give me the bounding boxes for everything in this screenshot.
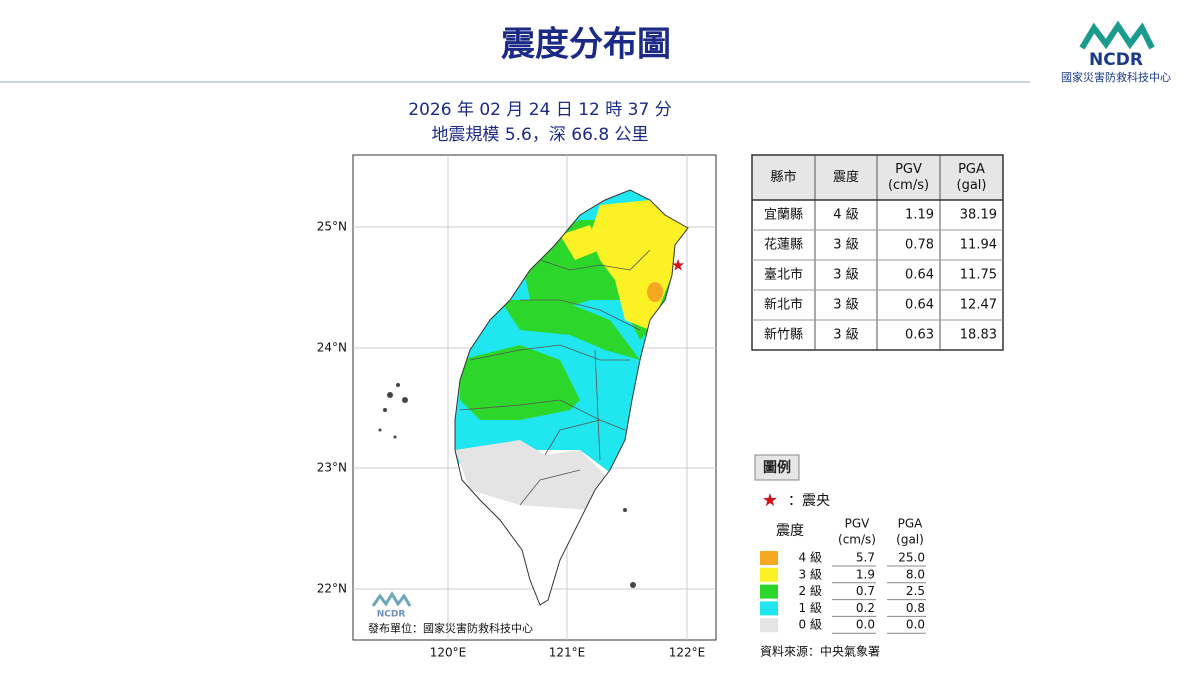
table-cell: 12.47 xyxy=(960,298,997,313)
table-header: (cm/s) xyxy=(888,178,929,193)
legend-header: (gal) xyxy=(896,533,924,547)
logo: NCDR 國家災害防救科技中心 xyxy=(1061,20,1171,84)
table-cell: 宜蘭縣 xyxy=(764,207,803,223)
organization: 國家災害防救科技中心 xyxy=(1061,70,1171,84)
table-header: (gal) xyxy=(957,178,987,193)
lat-label: 24°N xyxy=(317,341,347,355)
table-cell: 0.78 xyxy=(905,238,934,253)
legend-title: 圖例 xyxy=(763,459,791,476)
legend-pga: 8.0 xyxy=(906,567,925,581)
table-cell: 0.64 xyxy=(905,298,934,313)
lon-label: 122°E xyxy=(669,646,706,660)
table-cell: 3 級 xyxy=(833,268,858,283)
legend-epicenter: ：震央 xyxy=(788,493,830,509)
legend-swatch xyxy=(760,584,778,599)
lon-label: 121°E xyxy=(549,646,586,660)
table-cell: 3 級 xyxy=(833,298,858,313)
legend-level: 1 級 xyxy=(799,601,822,615)
table-cell: 0.63 xyxy=(905,328,934,343)
table-cell: 花蓮縣 xyxy=(764,237,803,253)
legend-pgv: 0.7 xyxy=(856,584,875,598)
table-cell: 1.19 xyxy=(905,208,934,223)
table-cell: 11.75 xyxy=(960,268,997,283)
map: ★ 25°N 24°N 23°N 22°N 120°E 121°E 122°E … xyxy=(317,154,717,660)
table-cell: 0.64 xyxy=(905,268,934,283)
islands xyxy=(378,383,636,588)
publisher: 發布單位：國家災害防救科技中心 xyxy=(368,621,533,635)
table-header: PGA xyxy=(958,162,985,177)
table-header: 震度 xyxy=(833,169,859,185)
legend-pga: 2.5 xyxy=(906,584,925,598)
table-cell: 4 級 xyxy=(833,208,858,223)
table-header: 縣市 xyxy=(770,169,796,185)
epicenter-star: ★ xyxy=(671,256,685,275)
table-header: PGV xyxy=(895,162,922,177)
subtitle: 地震規模 5.6，深 66.8 公里 xyxy=(431,125,648,145)
legend-pgv: 0.2 xyxy=(856,601,875,615)
legend-level: 0 級 xyxy=(799,618,822,632)
lat-label: 22°N xyxy=(317,582,347,596)
legend-title-box xyxy=(754,454,800,481)
table-cell: 臺北市 xyxy=(764,267,803,283)
legend-header: PGA xyxy=(898,517,924,531)
table-cell: 38.19 xyxy=(960,208,997,223)
county-borders xyxy=(459,249,651,506)
legend-swatch xyxy=(760,567,778,582)
table-cell: 新竹縣 xyxy=(764,327,803,343)
map-logo-mark xyxy=(371,591,412,607)
table-cell: 3 級 xyxy=(833,328,858,343)
legend-level: 3 級 xyxy=(799,567,822,581)
legend-header: 震度 xyxy=(776,523,804,539)
legend-swatch xyxy=(760,601,778,616)
intensity-table: 縣市 震度 PGV(cm/s) PGA(gal) 宜蘭縣 4 級 1.19 38.19 花蓮縣 3… xyxy=(751,154,1004,351)
legend-swatch xyxy=(760,618,778,633)
legend-pgv: 0.0 xyxy=(856,618,875,632)
legend-swatch xyxy=(760,551,778,565)
lon-label: 120°E xyxy=(430,646,467,660)
source: 資料來源：中央氣象署 xyxy=(760,644,880,659)
legend-pgv: 5.7 xyxy=(856,551,875,565)
lat-label: 23°N xyxy=(317,461,347,475)
legend: 圖例 ★ ：震央 資料來源：中央氣象署 震度 PGV (cm/s) PGA (gal) 4… xyxy=(754,454,926,659)
table-cell: 新北市 xyxy=(764,297,803,313)
page-title: 震度分布圖 xyxy=(501,25,671,65)
legend-level: 4 級 xyxy=(799,551,822,565)
legend-pga: 25.0 xyxy=(898,551,925,565)
table-cell: 18.83 xyxy=(960,328,997,343)
subtitle: 2026 年 02 月 24 日 12 時 37 分 xyxy=(408,100,671,120)
legend-header: (cm/s) xyxy=(838,533,876,547)
lat-label: 25°N xyxy=(317,220,347,234)
legend-pga: 0.0 xyxy=(906,618,925,632)
table-cell: 11.94 xyxy=(960,238,997,253)
map-logo: NCDR xyxy=(377,610,406,620)
legend-pga: 0.8 xyxy=(906,601,925,615)
legend-pgv: 1.9 xyxy=(856,567,875,581)
legend-star: ★ xyxy=(762,490,778,511)
table-cell: 3 級 xyxy=(833,238,858,253)
legend-level: 2 級 xyxy=(799,584,822,598)
logo-text: NCDR xyxy=(1089,50,1143,70)
island-outline xyxy=(454,189,689,606)
legend-header: PGV xyxy=(845,517,871,531)
